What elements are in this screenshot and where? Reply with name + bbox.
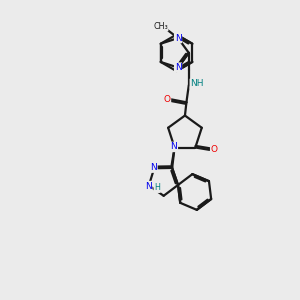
Text: N: N <box>150 163 157 172</box>
Text: N: N <box>175 63 182 72</box>
Text: H: H <box>154 183 160 192</box>
Text: CH₃: CH₃ <box>153 22 168 31</box>
Text: N: N <box>175 34 182 43</box>
Text: N: N <box>145 182 152 190</box>
Text: O: O <box>164 95 170 104</box>
Text: O: O <box>211 145 218 154</box>
Text: NH: NH <box>190 79 204 88</box>
Text: N: N <box>171 142 177 152</box>
